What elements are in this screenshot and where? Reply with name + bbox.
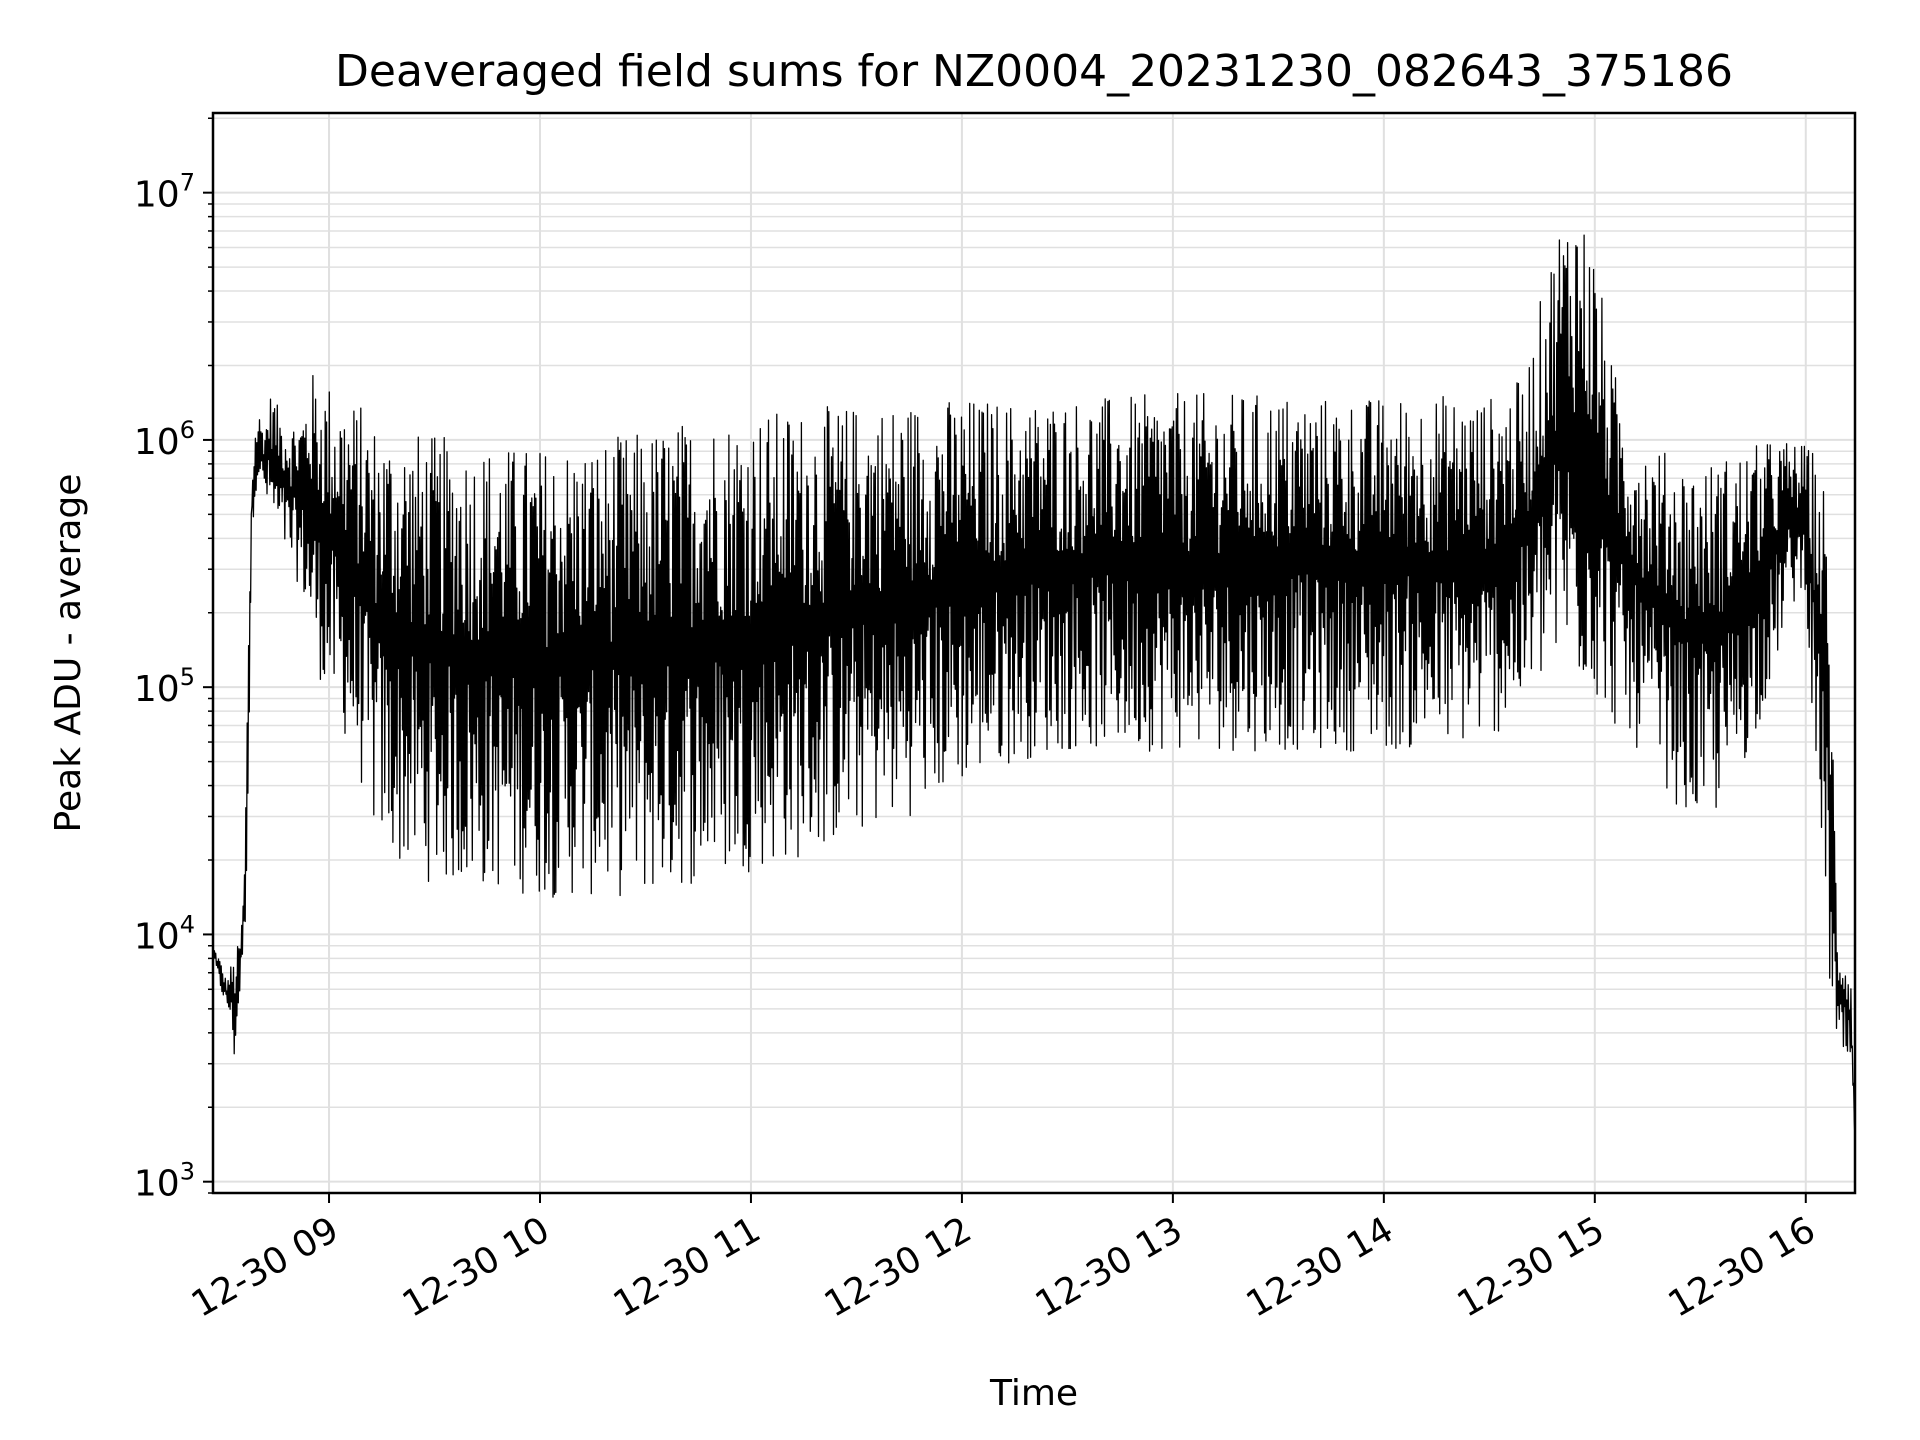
x-tick-label: 12-30 10 — [396, 1209, 557, 1325]
y-tick-label: 105 — [134, 663, 195, 710]
chart-title: Deaveraged field sums for NZ0004_2023123… — [335, 46, 1733, 97]
x-axis: 12-30 09 12-30 10 12-30 11 12-30 12 12-30 13… — [185, 1193, 1822, 1326]
y-axis: 103 104 105 106 107 — [134, 117, 213, 1205]
y-tick-label: 103 — [134, 1158, 195, 1205]
x-tick-label: 12-30 15 — [1451, 1209, 1612, 1325]
y-axis-label: Peak ADU - average — [48, 474, 89, 833]
x-tick-label: 12-30 14 — [1240, 1209, 1401, 1325]
plot-frame — [211, 111, 1857, 1195]
plot-area — [212, 234, 1856, 1139]
series-line — [212, 234, 1856, 1139]
x-tick-label: 12-30 11 — [607, 1209, 768, 1325]
x-tick-label: 12-30 13 — [1029, 1209, 1190, 1325]
y-tick-label: 107 — [134, 169, 195, 216]
y-tick-label: 106 — [134, 416, 195, 463]
x-tick-label: 12-30 16 — [1662, 1209, 1823, 1325]
x-tick-label: 12-30 12 — [818, 1209, 979, 1325]
x-axis-label: Time — [989, 1373, 1078, 1414]
x-tick-label: 12-30 09 — [185, 1209, 346, 1325]
y-tick-label: 104 — [134, 910, 195, 957]
